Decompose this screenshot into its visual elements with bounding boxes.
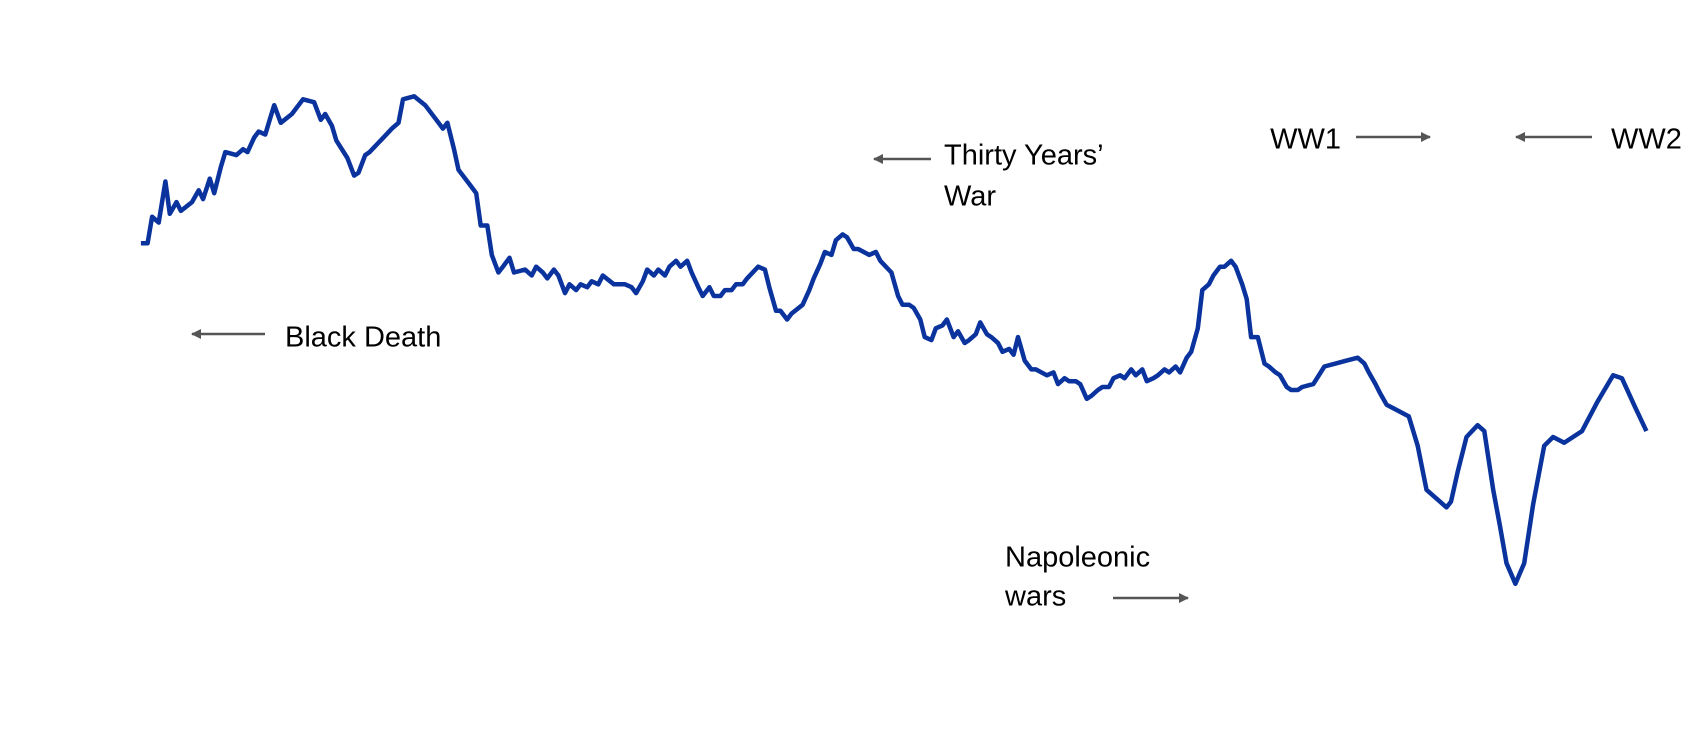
data-line [140,94,1649,587]
annotation-label: Thirty Years’ [944,140,1104,172]
annotation-label: wars [1004,581,1066,613]
annotation-label: WW1 [1270,124,1341,156]
annotation-label: Napoleonic [1005,542,1150,574]
annotation-label: WW2 [1611,124,1682,156]
annotation-label: War [944,181,996,213]
annotation-label: Black Death [285,322,441,354]
